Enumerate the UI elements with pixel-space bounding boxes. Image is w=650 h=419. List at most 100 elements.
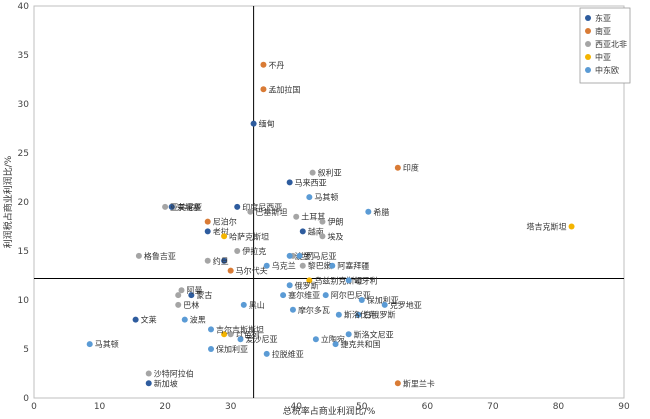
data-point <box>188 292 195 299</box>
data-point <box>329 262 336 269</box>
data-point <box>312 336 319 343</box>
point-label: 阿曼 <box>187 286 203 295</box>
data-point <box>306 194 313 201</box>
point-label: 塔吉克斯坦 <box>527 222 567 232</box>
data-point <box>175 292 182 299</box>
point-label: 缅甸 <box>259 119 275 129</box>
data-point <box>306 277 313 284</box>
point-label: 印度尼西亚 <box>242 202 282 212</box>
data-point <box>394 164 401 171</box>
data-point <box>221 233 228 240</box>
data-point <box>322 292 329 299</box>
y-tick-label: 20 <box>18 198 30 208</box>
x-tick-label: 20 <box>159 402 171 412</box>
point-label: 格鲁吉亚 <box>144 251 176 261</box>
data-point <box>293 213 300 220</box>
point-label: 斯洛文尼亚 <box>354 329 394 339</box>
point-label: 马其顿 <box>314 192 338 202</box>
legend-marker <box>585 28 591 34</box>
data-point <box>145 370 152 377</box>
x-tick-label: 50 <box>356 402 368 412</box>
data-point <box>135 252 142 259</box>
data-point <box>247 208 254 215</box>
point-label: 马其顿 <box>95 339 119 349</box>
x-tick-label: 90 <box>618 402 630 412</box>
y-axis-title: 利润税占商业利润比/% <box>2 155 14 248</box>
point-label: 巴基斯坦 <box>255 207 287 217</box>
data-point <box>227 331 234 338</box>
y-tick-label: 40 <box>18 2 30 12</box>
point-label: 马来西亚 <box>295 178 327 187</box>
data-point <box>286 179 293 186</box>
point-label: 新加坡 <box>154 378 178 388</box>
data-point <box>227 267 234 274</box>
point-label: 黎巴嫩 <box>308 261 332 271</box>
point-label: 伊拉克 <box>242 246 266 256</box>
point-label: 保加利亚 <box>367 295 399 305</box>
point-label: 希腊 <box>373 207 389 217</box>
y-tick-label: 30 <box>18 100 30 110</box>
point-label: 立陶宛 <box>321 334 345 344</box>
data-point <box>296 252 303 259</box>
data-point <box>319 233 326 240</box>
point-label: 拉脱维亚 <box>272 349 304 359</box>
data-point <box>204 257 211 264</box>
data-point <box>286 282 293 289</box>
point-label: 哈萨克斯坦 <box>229 231 269 241</box>
data-point <box>345 277 352 284</box>
legend-marker <box>585 54 591 60</box>
x-tick-label: 0 <box>31 402 37 412</box>
legend-label: 东亚 <box>595 13 611 23</box>
point-label: 叙利亚 <box>318 168 342 178</box>
point-label: 乌兹别克斯坦 <box>314 275 362 285</box>
data-point <box>181 316 188 323</box>
data-point <box>289 306 296 313</box>
point-label: 亚美尼亚 <box>170 202 202 212</box>
x-tick-label: 10 <box>94 402 106 412</box>
data-point <box>365 208 372 215</box>
data-point <box>86 341 93 348</box>
data-point <box>355 311 362 318</box>
point-label: 巴林 <box>183 300 199 310</box>
data-point <box>208 346 214 352</box>
x-axis-title: 总税率占商业利润比/% <box>283 405 376 417</box>
point-label: 捷克共和国 <box>341 339 381 349</box>
x-tick-label: 40 <box>290 402 302 412</box>
y-tick-label: 25 <box>18 149 29 159</box>
point-label: 罗马尼亚 <box>305 252 337 261</box>
point-label: 俄罗斯 <box>295 280 319 290</box>
axes-layer: 0 10 20 30 40 50 60 70 80 90 0 5 10 15 20 25 30 35 40 <box>18 2 630 412</box>
point-label: 克罗地亚 <box>390 300 422 310</box>
legend-label: 南亚 <box>595 26 611 36</box>
data-point <box>237 336 244 343</box>
point-label: 黑山 <box>249 300 265 310</box>
plot-frame <box>33 5 625 399</box>
data-point <box>263 262 270 269</box>
data-point <box>234 248 241 254</box>
data-point <box>260 86 267 93</box>
point-label: 斯洛伐克 <box>344 310 376 320</box>
point-label: 匈牙利 <box>354 275 378 285</box>
y-tick-label: 10 <box>18 296 30 306</box>
legend-label: 中东欧 <box>595 65 619 75</box>
point-label: 波黑 <box>190 315 206 325</box>
point-label: 埃及 <box>327 231 343 241</box>
data-point <box>332 341 339 348</box>
data-point <box>394 380 401 387</box>
data-point <box>175 301 182 308</box>
data-point <box>319 218 326 225</box>
y-tick-label: 15 <box>18 247 29 257</box>
point-label: 土耳其 <box>301 212 325 222</box>
legend-marker <box>585 67 591 73</box>
point-label: 阿尔巴尼亚 <box>331 290 371 300</box>
data-point <box>221 257 228 264</box>
y-tick-label: 5 <box>23 345 29 355</box>
y-tick-label: 35 <box>18 51 29 61</box>
point-label: 斯里兰卡 <box>403 378 435 388</box>
data-point <box>358 297 365 303</box>
legend-marker <box>585 41 591 47</box>
point-label: 柬埔寨 <box>177 202 201 212</box>
